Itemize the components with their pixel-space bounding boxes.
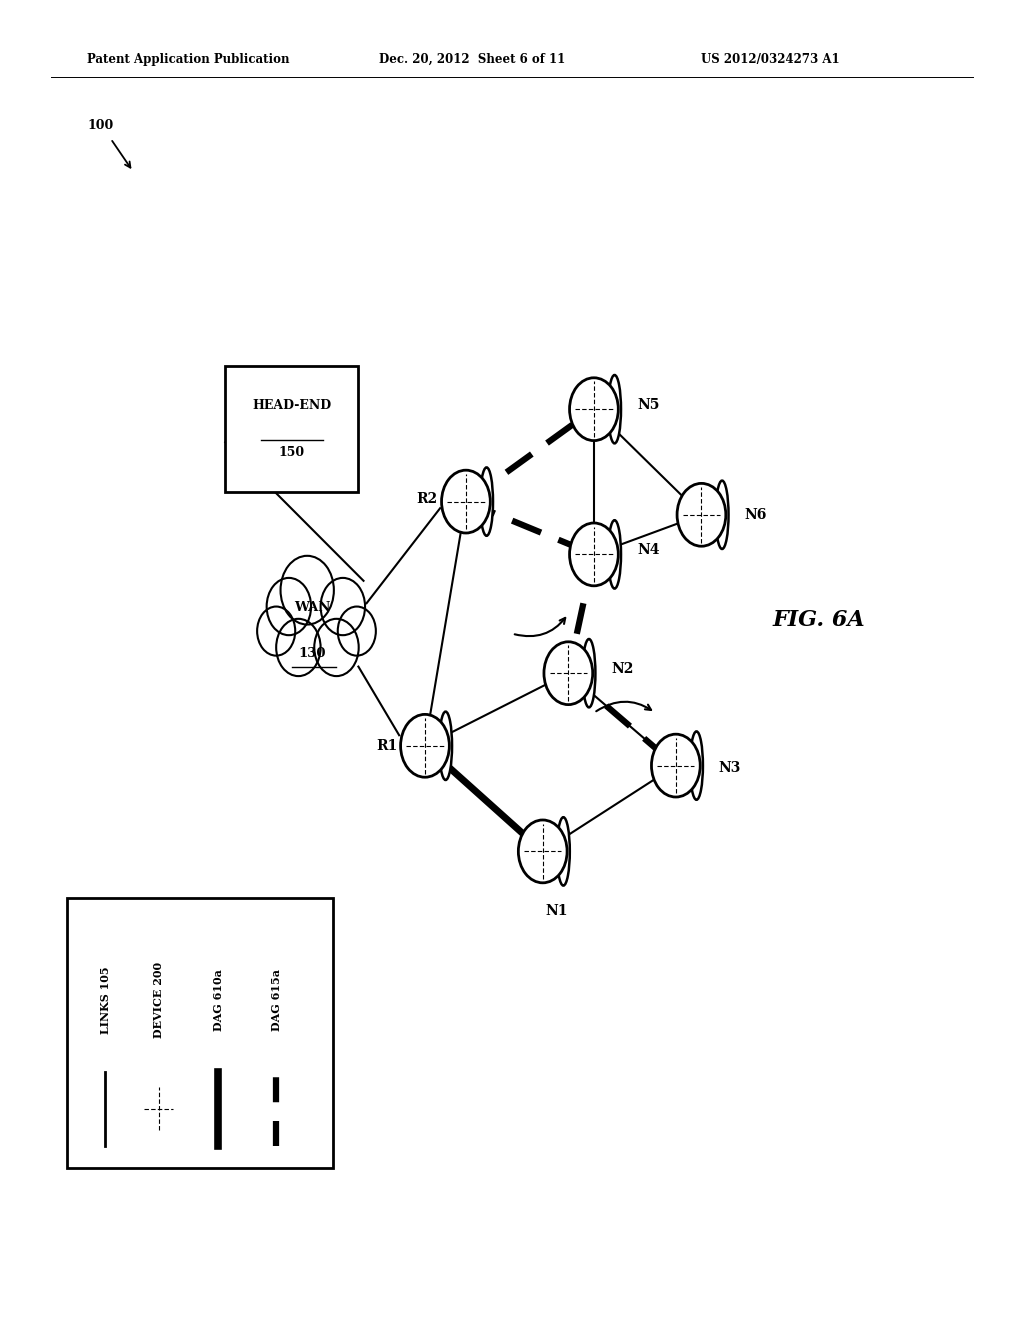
Ellipse shape [583, 639, 595, 708]
Text: LINKS 105: LINKS 105 [100, 966, 111, 1035]
Text: DEVICE 200: DEVICE 200 [154, 962, 164, 1039]
Text: Dec. 20, 2012  Sheet 6 of 11: Dec. 20, 2012 Sheet 6 of 11 [379, 53, 565, 66]
Text: 100: 100 [87, 119, 114, 132]
Circle shape [139, 1084, 178, 1134]
Circle shape [293, 595, 342, 659]
Text: R1: R1 [376, 739, 397, 752]
Text: HEAD-END: HEAD-END [252, 399, 332, 412]
Ellipse shape [439, 711, 452, 780]
Text: Patent Application Publication: Patent Application Publication [87, 53, 290, 66]
Text: N1: N1 [546, 904, 568, 917]
Circle shape [651, 734, 700, 797]
Text: N5: N5 [637, 399, 659, 412]
Circle shape [677, 483, 726, 546]
Circle shape [400, 714, 450, 777]
Ellipse shape [557, 817, 569, 886]
Circle shape [518, 820, 567, 883]
Text: US 2012/0324273 A1: US 2012/0324273 A1 [701, 53, 840, 66]
FancyBboxPatch shape [67, 898, 333, 1168]
Circle shape [257, 607, 295, 656]
Circle shape [266, 578, 311, 635]
Text: 130: 130 [299, 647, 326, 660]
Text: N3: N3 [719, 762, 741, 775]
Text: N2: N2 [611, 663, 634, 676]
Ellipse shape [480, 467, 493, 536]
Circle shape [544, 642, 593, 705]
Circle shape [441, 470, 490, 533]
Circle shape [276, 619, 321, 676]
Circle shape [321, 578, 366, 635]
Text: DAG 615a: DAG 615a [271, 969, 282, 1031]
FancyBboxPatch shape [225, 366, 358, 491]
Ellipse shape [608, 375, 621, 444]
Text: N4: N4 [637, 544, 659, 557]
Text: N6: N6 [744, 508, 767, 521]
Text: DAG 610a: DAG 610a [213, 969, 223, 1031]
Circle shape [569, 378, 618, 441]
Ellipse shape [716, 480, 728, 549]
Circle shape [314, 619, 358, 676]
Text: R2: R2 [417, 492, 438, 506]
Ellipse shape [690, 731, 702, 800]
Circle shape [281, 556, 334, 624]
Text: WAN: WAN [294, 601, 331, 614]
Text: FIG. 6A: FIG. 6A [773, 610, 865, 631]
Text: 150: 150 [279, 446, 305, 459]
Circle shape [338, 607, 376, 656]
Ellipse shape [170, 1082, 180, 1135]
Ellipse shape [608, 520, 621, 589]
Circle shape [569, 523, 618, 586]
